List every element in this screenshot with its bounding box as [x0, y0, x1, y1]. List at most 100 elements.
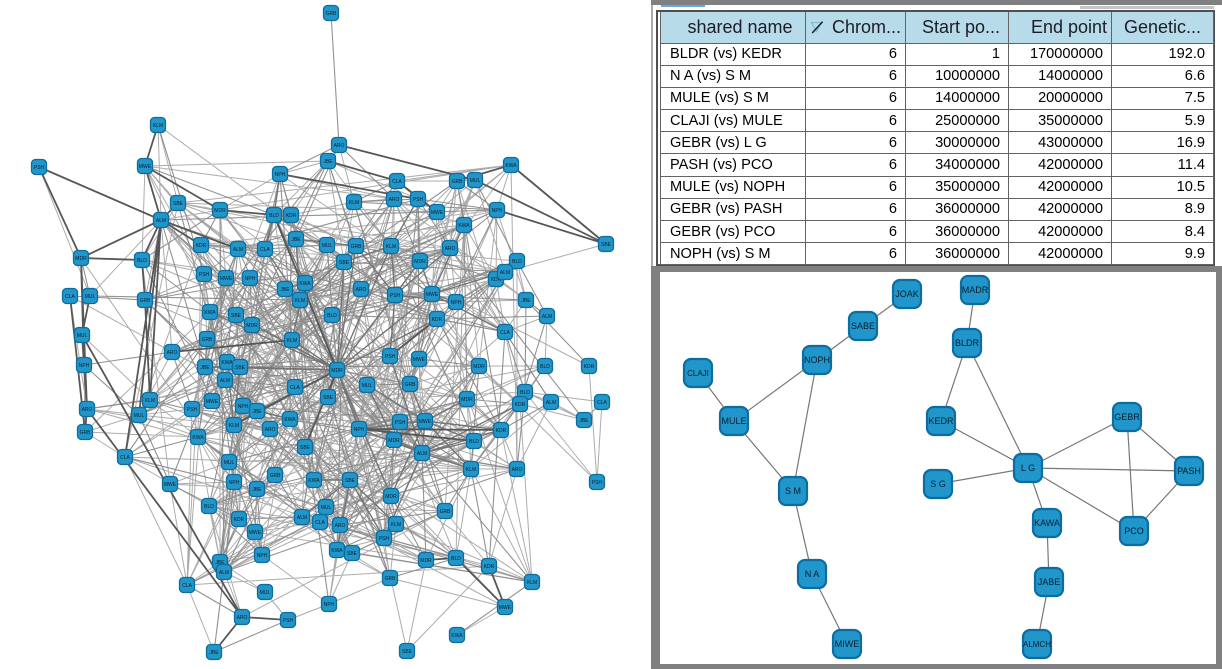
svg-text:N A: N A	[805, 569, 820, 579]
svg-text:CLA: CLA	[120, 455, 130, 461]
svg-text:MUL: MUL	[362, 383, 373, 389]
svg-text:ALM: ALM	[417, 451, 427, 457]
svg-text:KDR: KDR	[432, 317, 443, 323]
svg-text:MUL: MUL	[470, 178, 481, 184]
svg-text:MDR: MDR	[214, 208, 226, 214]
svg-text:BLD: BLD	[204, 504, 214, 510]
svg-text:KWA: KWA	[221, 360, 233, 366]
svg-text:GRB: GRB	[452, 179, 464, 185]
svg-text:MWE: MWE	[419, 419, 432, 425]
svg-text:ALM: ALM	[546, 400, 556, 406]
svg-text:KDR: KDR	[584, 364, 595, 370]
svg-text:KLM: KLM	[153, 123, 163, 129]
svg-text:MDR: MDR	[246, 323, 258, 329]
svg-text:MUL: MUL	[77, 333, 88, 339]
svg-text:MUL: MUL	[321, 505, 332, 511]
svg-text:KWA: KWA	[331, 548, 343, 554]
svg-text:JBE: JBE	[579, 418, 589, 424]
svg-text:JBE: JBE	[209, 650, 219, 656]
svg-text:KWA: KWA	[458, 223, 470, 229]
svg-text:ARO: ARO	[334, 143, 345, 149]
svg-text:KLM: KLM	[295, 298, 305, 304]
svg-text:NPH: NPH	[245, 276, 256, 282]
svg-text:SBE: SBE	[339, 260, 350, 266]
svg-text:CLA: CLA	[65, 294, 75, 300]
svg-text:ALM: ALM	[297, 515, 307, 521]
svg-text:SBE: SBE	[402, 649, 413, 655]
svg-text:BLD: BLD	[327, 313, 337, 319]
svg-text:CLA: CLA	[597, 400, 607, 406]
svg-text:SABE: SABE	[851, 321, 875, 331]
svg-text:KWA: KWA	[192, 435, 204, 441]
svg-text:GEBR: GEBR	[1114, 412, 1140, 422]
svg-text:CLA: CLA	[182, 583, 192, 589]
svg-text:MWE: MWE	[431, 210, 444, 216]
svg-text:KLM: KLM	[391, 522, 401, 528]
svg-text:MWE: MWE	[139, 164, 152, 170]
svg-text:JOAK: JOAK	[895, 289, 919, 299]
svg-text:GRB: GRB	[440, 509, 452, 515]
svg-text:KWA: KWA	[308, 478, 320, 484]
svg-text:KAWA: KAWA	[1034, 518, 1060, 528]
svg-text:ALM: ALM	[542, 314, 552, 320]
svg-text:KDR: KDR	[496, 428, 507, 434]
svg-text:NPH: NPH	[492, 208, 503, 214]
svg-text:MWE: MWE	[249, 530, 262, 536]
svg-text:JBE: JBE	[252, 409, 262, 415]
svg-text:JBE: JBE	[521, 298, 531, 304]
svg-text:MUL: MUL	[322, 243, 333, 249]
svg-text:MIWE: MIWE	[835, 639, 860, 649]
svg-text:MDR: MDR	[473, 364, 485, 370]
svg-text:JBE: JBE	[280, 287, 290, 293]
svg-text:NPH: NPH	[324, 602, 335, 608]
svg-text:JBE: JBE	[200, 365, 210, 371]
svg-text:PSH: PSH	[385, 354, 396, 360]
svg-text:KWA: KWA	[451, 633, 463, 639]
svg-text:KDR: KDR	[515, 402, 526, 408]
svg-text:ARO: ARO	[335, 523, 346, 529]
svg-text:SBE: SBE	[601, 242, 612, 248]
svg-text:KDR: KDR	[234, 517, 245, 523]
svg-text:GRB: GRB	[385, 576, 397, 582]
svg-text:ARO: ARO	[512, 467, 523, 473]
svg-text:ALM: ALM	[219, 570, 229, 576]
svg-text:PSH: PSH	[199, 272, 210, 278]
svg-text:PSH: PSH	[413, 197, 424, 203]
svg-text:MUL: MUL	[224, 460, 235, 466]
svg-text:KLM: KLM	[229, 423, 239, 429]
svg-text:BLD: BLD	[540, 364, 550, 370]
svg-text:ALM: ALM	[156, 218, 166, 224]
svg-text:MWE: MWE	[206, 399, 219, 405]
svg-text:PSH: PSH	[187, 407, 198, 413]
svg-text:KLM: KLM	[145, 398, 155, 404]
svg-text:MDR: MDR	[75, 256, 87, 262]
svg-text:S M: S M	[785, 486, 801, 496]
svg-text:KEDR: KEDR	[928, 416, 954, 426]
svg-text:PSH: PSH	[34, 165, 45, 171]
svg-text:BLD: BLD	[269, 213, 279, 219]
svg-text:NPH: NPH	[257, 553, 268, 559]
svg-text:CLA: CLA	[290, 385, 300, 391]
svg-text:ARO: ARO	[82, 407, 93, 413]
svg-text:NPH: NPH	[354, 427, 365, 433]
svg-text:SBE: SBE	[173, 201, 184, 207]
svg-text:KLM: KLM	[349, 200, 359, 206]
svg-text:KWA: KWA	[299, 281, 311, 287]
svg-text:NPH: NPH	[238, 404, 249, 410]
svg-text:KDR: KDR	[286, 213, 297, 219]
svg-text:BLD: BLD	[451, 556, 461, 562]
svg-text:BLD: BLD	[137, 258, 147, 264]
svg-text:ALM: ALM	[220, 378, 230, 384]
svg-text:CLA: CLA	[260, 247, 270, 253]
svg-text:MDR: MDR	[385, 494, 397, 500]
svg-text:PASH: PASH	[1177, 466, 1201, 476]
svg-text:ALMCH: ALMCH	[1023, 640, 1051, 649]
svg-text:PSH: PSH	[390, 293, 401, 299]
svg-text:L G: L G	[1021, 463, 1035, 473]
svg-text:PSH: PSH	[395, 420, 406, 426]
svg-text:KLM: KLM	[287, 338, 297, 344]
svg-text:MUL: MUL	[85, 294, 96, 300]
svg-text:SBE: SBE	[345, 478, 356, 484]
svg-text:BLDR: BLDR	[955, 338, 980, 348]
svg-text:NPH: NPH	[451, 300, 462, 306]
